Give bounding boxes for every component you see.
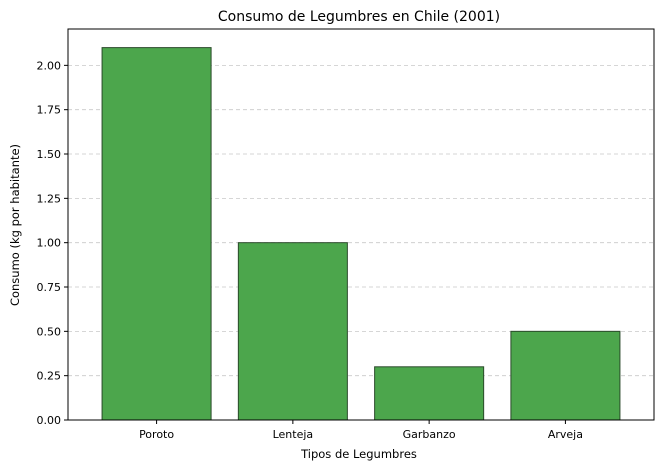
x-tick-label: Poroto — [139, 428, 174, 441]
y-tick-label: 0.25 — [37, 370, 62, 383]
bar-lenteja — [237, 242, 348, 421]
x-axis-label: Tipos de Legumbres — [300, 447, 417, 461]
y-tick-label: 1.00 — [37, 237, 62, 250]
y-axis-ticks: 0.00 0.25 0.50 0.75 1.00 1.25 1.50 1.75 2.00 — [37, 59, 68, 427]
y-axis-label: Consumo (kg por habitante) — [8, 144, 22, 306]
x-tick-label: Arveja — [548, 428, 583, 441]
bar-poroto — [101, 47, 212, 421]
plot-frame — [67, 28, 655, 421]
chart-title: Consumo de Legumbres en Chile (2001) — [218, 9, 500, 25]
bar-arveja — [510, 330, 621, 421]
y-tick-label: 1.50 — [37, 148, 62, 161]
y-tick-label: 0.50 — [37, 325, 62, 338]
bars — [101, 47, 621, 421]
x-tick-label: Garbanzo — [403, 428, 456, 441]
y-tick-label: 1.75 — [37, 104, 62, 117]
x-tick-label: Lenteja — [273, 428, 314, 441]
y-tick-label: 1.25 — [37, 192, 62, 205]
y-tick-label: 2.00 — [37, 59, 62, 72]
x-axis-ticks: Poroto Lenteja Garbanzo Arveja — [139, 420, 583, 441]
y-tick-label: 0.00 — [37, 414, 62, 427]
bar-garbanzo — [374, 366, 485, 421]
y-tick-label: 0.75 — [37, 281, 62, 294]
